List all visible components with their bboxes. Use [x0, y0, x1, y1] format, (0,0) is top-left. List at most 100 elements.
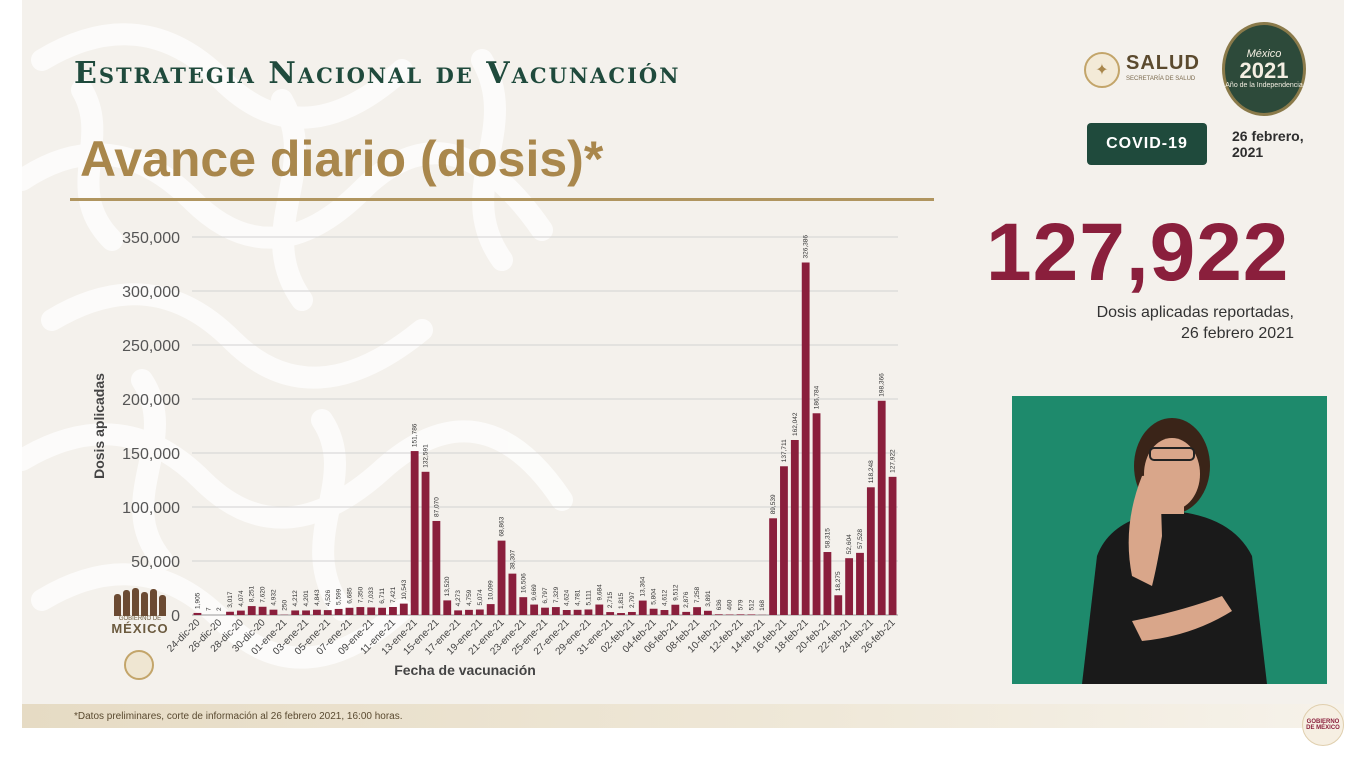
page-subtitle: Avance diario (dosis)* [80, 131, 604, 187]
y-tick-label: 100,000 [122, 500, 180, 517]
data-label: 250 [281, 600, 288, 611]
bar [693, 607, 701, 615]
bar [378, 607, 386, 615]
bar [704, 610, 712, 615]
bar [573, 609, 582, 615]
bar [845, 558, 854, 615]
data-label: 68,863 [499, 516, 506, 536]
data-label: 6,797 [542, 587, 549, 604]
bar [866, 487, 875, 615]
bar [399, 603, 408, 615]
interpreter-figure [1082, 418, 1267, 684]
bar [410, 451, 419, 615]
data-label: 5,804 [651, 588, 658, 605]
bar [551, 607, 560, 615]
gob-text-large: MÉXICO [111, 621, 169, 636]
bar [291, 610, 300, 615]
bar [780, 466, 788, 615]
bar [649, 608, 658, 615]
bar [389, 606, 397, 615]
data-label: 10,543 [401, 579, 408, 599]
bar [584, 609, 593, 615]
bar [269, 609, 278, 615]
data-label: 4,759 [466, 589, 473, 606]
data-label: 4,201 [303, 590, 310, 607]
data-label: 38,307 [509, 549, 516, 569]
covid-badge: COVID-19 [1087, 123, 1207, 165]
emblem-line3: Año de la Independencia [1225, 82, 1303, 89]
bar [519, 597, 528, 615]
bar [888, 476, 897, 615]
bar [508, 573, 517, 615]
data-label: 5,074 [477, 589, 484, 606]
data-label: 52,604 [846, 534, 853, 554]
bar [247, 606, 256, 615]
corner-gobierno-seal: GOBIERNO DE MÉXICO [1302, 704, 1344, 746]
data-label: 9,684 [596, 584, 603, 601]
slide-background [22, 0, 1344, 728]
bar [356, 607, 365, 615]
title-divider [70, 198, 934, 201]
caption-line2: 26 febrero 2021 [1181, 325, 1294, 342]
data-label: 58,315 [824, 528, 831, 548]
bar [454, 610, 463, 615]
data-label: 10,099 [488, 580, 495, 600]
data-label: 168 [759, 600, 766, 611]
bar [769, 518, 778, 615]
data-label: 1,815 [618, 592, 625, 609]
header-date: 26 febrero, 2021 [1232, 128, 1304, 160]
bar [638, 600, 647, 615]
data-label: 118,248 [868, 460, 875, 483]
data-label: 18,275 [835, 571, 842, 591]
data-label: 7,329 [553, 586, 560, 603]
bar [736, 614, 745, 615]
gobierno-de-mexico-logo: GOBIERNO DE MÉXICO [104, 586, 176, 646]
page-title: Estrategia Nacional de Vacunación [74, 56, 681, 91]
caption-line1: Dosis aplicadas reportadas, [1096, 304, 1294, 321]
data-label: 4,074 [238, 590, 245, 607]
salud-name: SALUD [1126, 52, 1200, 74]
bar [627, 611, 636, 615]
data-label: 89,539 [770, 494, 777, 514]
daily-doses-number: 127,922 [986, 207, 1290, 298]
x-axis-label: Fecha de vacunación [394, 662, 536, 678]
gob-text-small: GOBIERNO DE [118, 616, 162, 622]
bar [465, 609, 473, 615]
data-label: 6,711 [379, 588, 386, 604]
bar [258, 606, 267, 615]
bar [823, 552, 832, 615]
bar [714, 614, 723, 615]
data-label: 326,386 [803, 235, 810, 259]
data-label: 3,017 [227, 591, 234, 608]
bar [562, 610, 571, 615]
bar [323, 610, 332, 615]
daily-doses-bar-chart: 0 50,000 100,000 150,000 200,000 250,000 300,0… [91, 230, 898, 678]
data-label: 2,797 [629, 591, 636, 608]
y-tick-label: 350,000 [122, 230, 180, 247]
bar [193, 612, 202, 615]
national-seal-icon [124, 650, 154, 680]
y-tick-label: 0 [171, 608, 180, 625]
daily-doses-caption: Dosis aplicadas reportadas, 26 febrero 2… [1097, 302, 1294, 344]
data-label: 460 [727, 599, 734, 610]
bar [443, 600, 452, 615]
data-label: 162,042 [792, 412, 799, 436]
bar [367, 607, 376, 615]
data-label: 16,506 [520, 573, 527, 593]
bar [497, 540, 506, 615]
bar [530, 604, 539, 615]
y-tick-label: 50,000 [131, 554, 180, 571]
footer-strip [22, 704, 1344, 728]
bar [236, 610, 245, 615]
bar [834, 595, 843, 615]
data-label: 5,599 [336, 588, 343, 605]
salud-subtitle: SECRETARÍA DE SALUD [1126, 76, 1196, 82]
footnote: *Datos preliminares, corte de informació… [74, 711, 403, 722]
data-label: 4,612 [661, 589, 668, 606]
data-label: 57,528 [857, 529, 864, 549]
bar [334, 608, 343, 615]
y-tick-label: 250,000 [122, 338, 180, 355]
data-label: 7,421 [390, 586, 397, 603]
data-label: 13,364 [640, 576, 647, 596]
bar [790, 439, 799, 615]
